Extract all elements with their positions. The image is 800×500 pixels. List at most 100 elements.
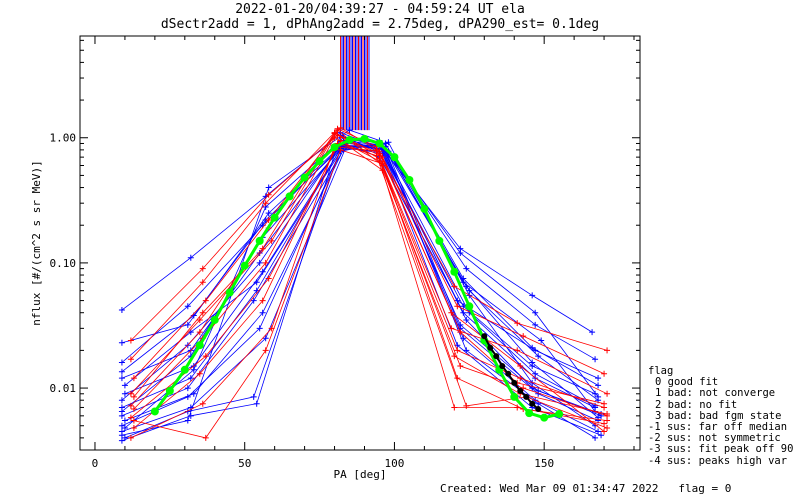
series-line [130, 128, 605, 407]
data-marker [259, 309, 266, 316]
series-blue [121, 142, 605, 418]
y-axis-label: nflux [#/(cm^2 s sr MeV)] [30, 160, 43, 326]
axes-layer: 0 50 100 150 0.01 0.10 1.00 PA [deg] nflux [#/(c… [30, 35, 641, 481]
fit-point [165, 386, 174, 395]
data-marker [130, 406, 137, 413]
data-marker [118, 375, 125, 382]
data-marker [457, 329, 464, 336]
series-line [121, 141, 599, 419]
data-marker [595, 382, 602, 389]
data-marker [196, 370, 203, 377]
series-blue [118, 127, 602, 439]
legend-item: 3 bad: bad fgm state [655, 409, 782, 422]
data-marker [118, 432, 125, 439]
data-marker [190, 390, 197, 397]
data-marker [184, 385, 191, 392]
data-marker [601, 428, 608, 435]
plot-frame [79, 35, 641, 451]
data-marker [592, 390, 599, 397]
fit-point [511, 379, 518, 386]
data-marker [529, 344, 536, 351]
fit-point [405, 175, 414, 184]
fit-point [240, 261, 249, 270]
data-marker [184, 393, 191, 400]
series-black [481, 333, 542, 413]
data-marker [454, 347, 461, 354]
data-marker [337, 137, 344, 144]
chart-title: 2022-01-20/04:39:27 - 04:59:24 UT ela [235, 2, 525, 17]
series-line [124, 140, 596, 439]
series-line [121, 144, 599, 432]
series-line [124, 143, 599, 421]
data-marker [604, 424, 611, 431]
fit-point [270, 213, 279, 222]
data-marker [604, 390, 611, 397]
data-marker [118, 368, 125, 375]
data-marker [535, 353, 542, 360]
data-marker [265, 184, 272, 191]
fit-point [315, 157, 324, 166]
fit-point [300, 173, 309, 182]
data-marker [463, 402, 470, 409]
data-marker [118, 408, 125, 415]
y-tick-label: 0.10 [50, 257, 77, 270]
data-marker [589, 329, 596, 336]
data-marker [262, 335, 269, 342]
series-line [121, 143, 602, 417]
data-marker [127, 390, 134, 397]
fit-point [535, 406, 542, 413]
data-marker [184, 303, 191, 310]
data-marker [451, 404, 458, 411]
data-marker [463, 283, 470, 290]
data-marker [451, 283, 458, 290]
data-marker [595, 393, 602, 400]
data-marker [532, 370, 539, 377]
x-axis-label: PA [deg] [334, 468, 387, 481]
data-marker [604, 417, 611, 424]
data-marker [337, 146, 344, 153]
fit-point [225, 288, 234, 297]
data-marker [457, 363, 464, 370]
data-marker [592, 356, 599, 363]
data-marker [259, 245, 266, 252]
y-tick-label: 0.01 [50, 382, 77, 395]
data-marker [331, 130, 338, 137]
data-marker [187, 375, 194, 382]
fit-point [487, 344, 494, 351]
data-marker [346, 127, 353, 134]
series-line [130, 134, 608, 351]
data-marker [250, 393, 257, 400]
x-tick-label: 150 [534, 457, 554, 470]
fit-point [180, 365, 189, 374]
fit-point [285, 192, 294, 201]
series-line [130, 139, 605, 424]
fit-point [493, 353, 500, 360]
data-marker [532, 321, 539, 328]
flag-legend: flag 0 good fit 1 bad: not converge 2 ba… [648, 365, 793, 467]
data-marker [127, 356, 134, 363]
data-marker [118, 359, 125, 366]
series-line [121, 141, 596, 427]
fit-point [435, 236, 444, 245]
fit-point [375, 139, 384, 148]
data-marker [199, 400, 206, 407]
series-red [130, 134, 611, 419]
data-marker [598, 432, 605, 439]
data-marker [463, 265, 470, 272]
data-marker [376, 155, 383, 162]
data-marker [130, 424, 137, 431]
data-marker [454, 303, 461, 310]
fit-point [505, 370, 512, 377]
series-blue [118, 137, 599, 363]
data-marker [262, 200, 269, 207]
series-line [130, 146, 605, 439]
series-line [121, 148, 596, 408]
series-green [150, 134, 564, 422]
fit-point [420, 204, 429, 213]
data-marker [196, 316, 203, 323]
fit-point [330, 143, 339, 152]
series-line [130, 132, 605, 375]
fit-point [255, 236, 264, 245]
data-marker [130, 417, 137, 424]
